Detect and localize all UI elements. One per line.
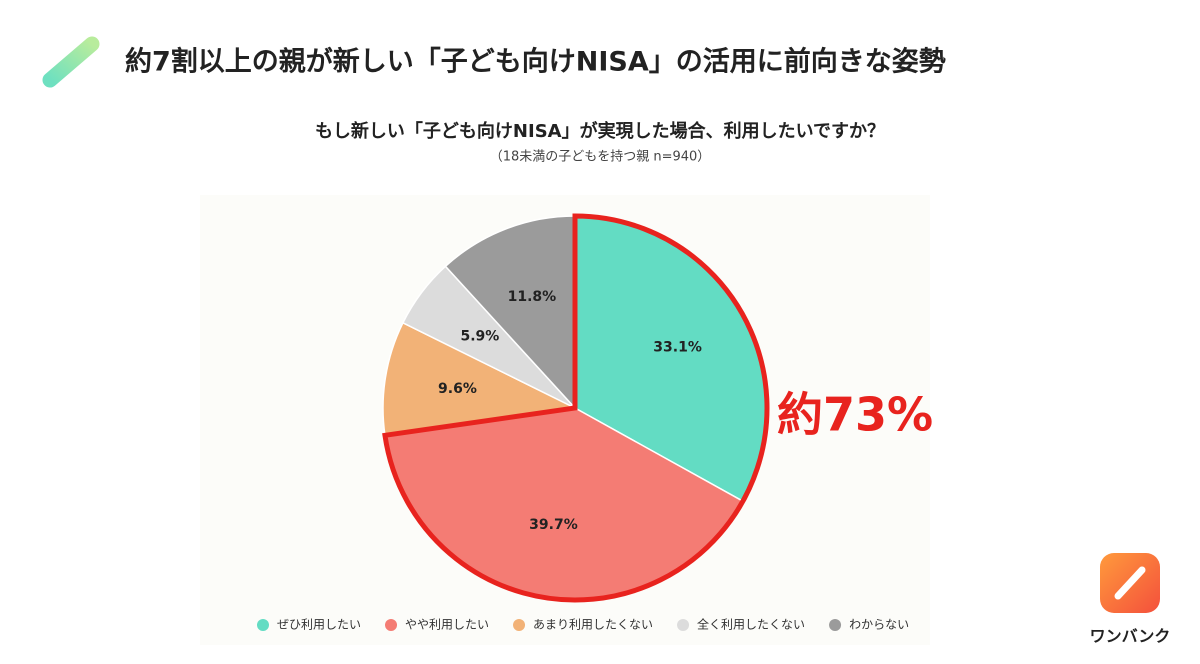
data-label: 11.8%: [508, 289, 557, 305]
header-icon: [42, 36, 100, 88]
pie-slice: [444, 215, 576, 410]
chart-subtitle: （18未満の子どもを持つ親 n=940）: [490, 150, 711, 165]
legend-label: ぜひ利用したい: [277, 618, 361, 632]
legend-label: あまり利用したくない: [533, 618, 653, 632]
legend-label: 全く利用したくない: [697, 617, 805, 632]
logo-text: ワンバンク: [1090, 627, 1171, 646]
legend-swatch: [677, 619, 690, 631]
data-label: 9.6%: [438, 381, 477, 397]
pie: 33.1% 39.7% 9.6% 5.9% 11.8%: [382, 213, 770, 603]
data-label: 33.1%: [653, 340, 702, 356]
annotation: 約73%: [777, 388, 933, 442]
legend-swatch: [829, 619, 842, 631]
logo-mark: [1114, 566, 1146, 600]
header-title: 約7割以上の親が新しい「子ども向けNISA」の活用に前向きな姿勢: [125, 46, 946, 78]
legend-swatch: [513, 619, 526, 631]
highlight-outline: [382, 213, 770, 603]
legend-label: わからない: [849, 618, 909, 632]
legend-swatch: [385, 619, 398, 631]
legend: ぜひ利用したい やや利用したい あまり利用したくない 全く利用したくない わからない: [257, 617, 909, 632]
data-label: 5.9%: [460, 328, 499, 344]
data-label: 39.7%: [529, 517, 578, 533]
pie-slice: [382, 321, 578, 437]
legend-label: やや利用したい: [405, 618, 489, 632]
chart-title: もし新しい「子ども向けNISA」が実現した場合、利用したいですか？: [315, 120, 885, 142]
legend-swatch: [257, 619, 269, 631]
